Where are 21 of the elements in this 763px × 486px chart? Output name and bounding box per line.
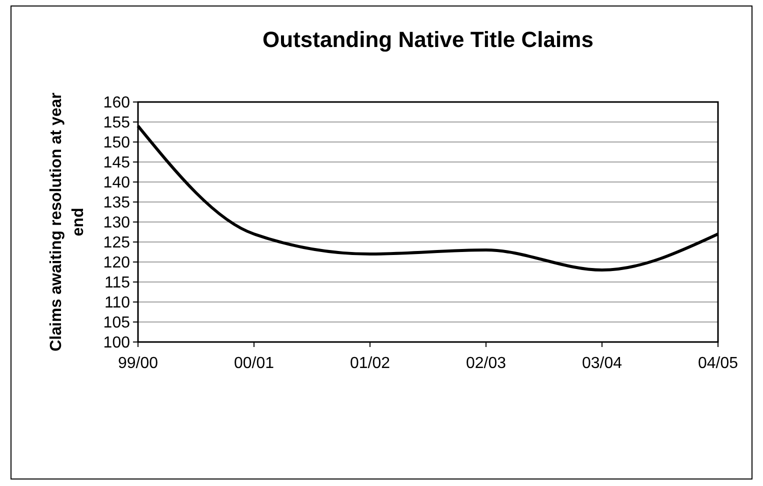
x-tick-label: 99/00	[118, 355, 158, 372]
y-tick-label: 130	[103, 214, 130, 232]
y-tick-label: 125	[103, 234, 130, 252]
y-tick-label: 115	[104, 274, 130, 292]
y-tick-label: 155	[103, 114, 130, 132]
x-tick-label: 01/02	[350, 355, 390, 372]
x-tick-label: 03/04	[582, 355, 622, 372]
y-tick-label: 120	[103, 254, 130, 272]
y-tick-label: 145	[103, 154, 130, 172]
x-tick-label: 02/03	[466, 355, 506, 372]
y-tick-label: 160	[103, 94, 130, 112]
y-tick-label: 110	[104, 294, 130, 312]
y-tick-label: 140	[103, 174, 130, 192]
y-tick-label: 105	[103, 314, 130, 332]
x-tick-label: 04/05	[698, 355, 738, 372]
y-tick-label: 100	[103, 334, 130, 352]
y-tick-label: 150	[103, 134, 130, 152]
y-tick-label: 135	[103, 194, 130, 212]
chart-title: Outstanding Native Title Claims	[262, 27, 594, 52]
y-axis-title: Claims awaiting resolution at year end	[48, 92, 87, 352]
x-tick-label: 00/01	[234, 355, 274, 372]
